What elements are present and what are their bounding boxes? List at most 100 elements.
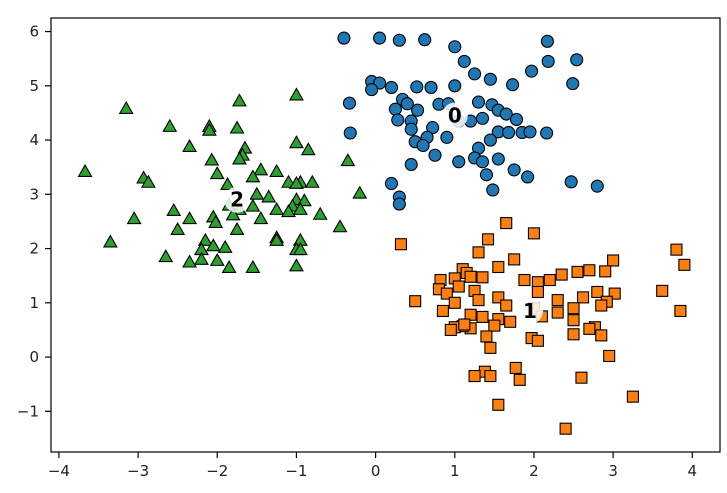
x-tick-label-7: 3 <box>608 462 618 480</box>
series-1-point-44 <box>674 304 687 318</box>
series-0-point-0 <box>337 31 351 45</box>
series-0-point-32 <box>342 96 357 110</box>
series-1-point-45 <box>436 304 449 318</box>
series-2-point-16 <box>269 163 285 177</box>
series-1-point-16 <box>571 265 584 278</box>
series-2-point-45 <box>253 211 269 225</box>
series-2-point-48 <box>170 221 186 235</box>
y-tick-label-2: 1 <box>29 294 39 312</box>
series-2-point-63 <box>182 254 197 268</box>
y-tick-label-7: 6 <box>29 23 39 41</box>
series-0-point-2 <box>392 33 406 47</box>
series-2-point-7 <box>288 135 304 149</box>
series-0-point-33 <box>391 113 405 127</box>
series-0-point-20 <box>506 78 520 92</box>
series-1-point-23 <box>452 280 465 293</box>
series-2-point-61 <box>193 251 209 265</box>
series-2-point-15 <box>253 162 269 176</box>
series-0-point-16 <box>424 80 438 94</box>
series-0-point-13 <box>365 83 379 97</box>
x-tick-label-1: −3 <box>127 462 149 480</box>
series-0-point-52 <box>428 148 442 162</box>
series-0-point-55 <box>404 157 418 172</box>
series-0-point-23 <box>388 102 402 116</box>
series-1-point-3 <box>394 238 407 251</box>
series-0-point-19 <box>483 72 497 86</box>
series-0-point-58 <box>452 155 466 169</box>
series-0-point-4 <box>448 40 462 54</box>
data-points <box>77 31 691 435</box>
series-2-point-64 <box>221 259 237 273</box>
series-1-point-14 <box>599 265 612 278</box>
cluster-center-2-label: 2 <box>230 188 244 212</box>
series-1-point-13 <box>607 254 620 267</box>
series-0-point-36 <box>404 122 418 136</box>
series-2-point-29 <box>261 189 277 203</box>
series-1-point-41 <box>551 306 564 319</box>
series-1-point-64 <box>484 341 497 354</box>
series-2-point-56 <box>217 239 233 253</box>
series-2-point-66 <box>288 258 304 272</box>
series-2-point-0 <box>288 87 304 101</box>
series-1-point-66 <box>509 361 522 374</box>
series-2-point-8 <box>182 138 197 152</box>
series-1-point-42 <box>567 302 580 315</box>
series-1-point-27 <box>492 291 505 304</box>
y-tick-label-3: 2 <box>29 240 39 258</box>
y-tick-label-1: 0 <box>29 348 39 366</box>
series-1-point-70 <box>513 373 526 386</box>
series-1-point-72 <box>626 390 639 403</box>
series-0-point-18 <box>468 67 482 81</box>
series-1-point-56 <box>567 314 580 327</box>
series-1-point-34 <box>551 294 564 307</box>
series-0-point-66 <box>590 179 604 193</box>
series-0-point-60 <box>384 176 398 191</box>
series-2-point-6 <box>229 120 245 134</box>
series-0-point-27 <box>471 95 486 109</box>
series-0-point-10 <box>566 77 580 91</box>
series-2-point-18 <box>209 166 225 180</box>
series-2-point-10 <box>300 142 316 156</box>
series-0-point-45 <box>502 125 516 140</box>
cluster-centers: 0 1 2 <box>224 102 543 324</box>
series-1-point-12 <box>678 258 691 271</box>
series-2-point-65 <box>245 259 261 273</box>
series-1-point-26 <box>440 287 453 300</box>
series-2-point-25 <box>304 174 320 188</box>
series-1-point-18 <box>543 273 556 287</box>
series-2-point-60 <box>158 249 174 263</box>
series-1-point-32 <box>656 284 669 297</box>
series-0-point-48 <box>540 126 554 140</box>
series-2-point-22 <box>140 174 156 188</box>
series-1-point-61 <box>595 329 608 342</box>
series-0-point-50 <box>416 138 430 153</box>
y-tick-label-0: −1 <box>17 402 39 420</box>
y-tick-label-5: 4 <box>29 131 39 149</box>
series-1-point-49 <box>504 315 517 328</box>
series-2-point-26 <box>288 175 304 189</box>
series-2-point-13 <box>204 152 220 166</box>
series-1-point-36 <box>591 285 604 299</box>
series-1-point-7 <box>508 253 521 266</box>
series-1-point-31 <box>448 296 461 309</box>
series-1-point-60 <box>567 328 580 341</box>
series-2-point-43 <box>182 211 197 225</box>
series-2-point-28 <box>249 186 265 200</box>
cluster-center-1-marker <box>516 297 543 324</box>
series-2-point-3 <box>162 118 178 132</box>
series-2-point-19 <box>245 169 261 183</box>
series-2-point-59 <box>292 242 308 256</box>
series-1-point-47 <box>476 310 489 323</box>
series-0-point-65 <box>564 175 578 189</box>
series-2-point-46 <box>208 214 224 228</box>
series-1-point-11 <box>670 243 683 256</box>
series-0-point-5 <box>457 54 471 68</box>
series-2-point-14 <box>340 153 356 167</box>
series-1-point-10 <box>464 270 477 283</box>
series-1-point-59 <box>531 334 544 347</box>
series-1-point-33 <box>531 285 544 299</box>
series-0-point-8 <box>570 53 584 67</box>
cluster-center-1-label: 1 <box>523 299 537 323</box>
series-0-point-3 <box>418 33 432 47</box>
